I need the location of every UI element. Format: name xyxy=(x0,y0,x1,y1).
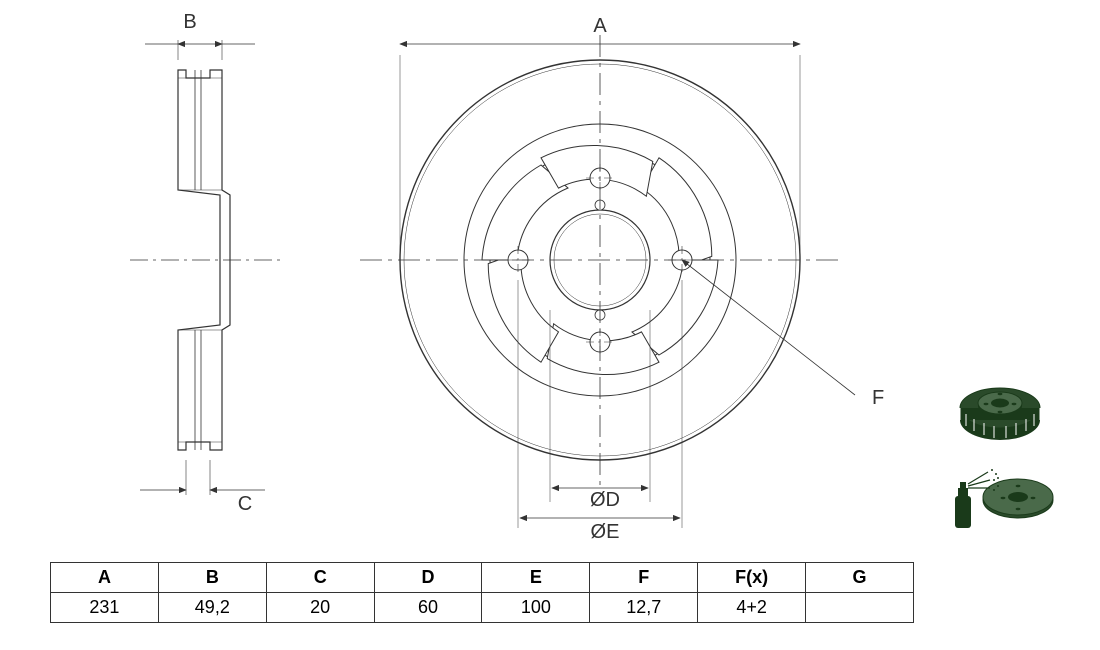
icon-spray xyxy=(955,469,1053,528)
side-view: B C xyxy=(130,11,280,515)
val-D: 60 xyxy=(374,593,482,623)
val-G xyxy=(806,593,914,623)
dim-label-C: C xyxy=(238,493,252,515)
dim-label-D: ØD xyxy=(590,489,620,511)
drawing-canvas: B C xyxy=(0,0,1100,650)
col-B: B xyxy=(158,563,266,593)
front-view: A ØD ØE F xyxy=(360,15,884,543)
icon-disc-3d xyxy=(960,388,1040,440)
col-D: D xyxy=(374,563,482,593)
dim-label-B: B xyxy=(183,11,196,33)
col-A: A xyxy=(51,563,159,593)
col-F: F xyxy=(590,563,698,593)
col-C: C xyxy=(266,563,374,593)
val-F: 12,7 xyxy=(590,593,698,623)
dim-label-E: ØE xyxy=(591,521,620,543)
val-C: 20 xyxy=(266,593,374,623)
val-A: 231 xyxy=(51,593,159,623)
val-Fx: 4+2 xyxy=(698,593,806,623)
dim-label-A: A xyxy=(593,15,607,37)
dimension-table: A B C D E F F(x) G 231 49,2 20 60 100 12… xyxy=(50,562,914,623)
col-G: G xyxy=(806,563,914,593)
col-Fx: F(x) xyxy=(698,563,806,593)
dim-label-F: F xyxy=(872,387,884,409)
col-E: E xyxy=(482,563,590,593)
table-row: 231 49,2 20 60 100 12,7 4+2 xyxy=(51,593,914,623)
val-E: 100 xyxy=(482,593,590,623)
val-B: 49,2 xyxy=(158,593,266,623)
technical-drawing: B C xyxy=(0,0,1100,650)
